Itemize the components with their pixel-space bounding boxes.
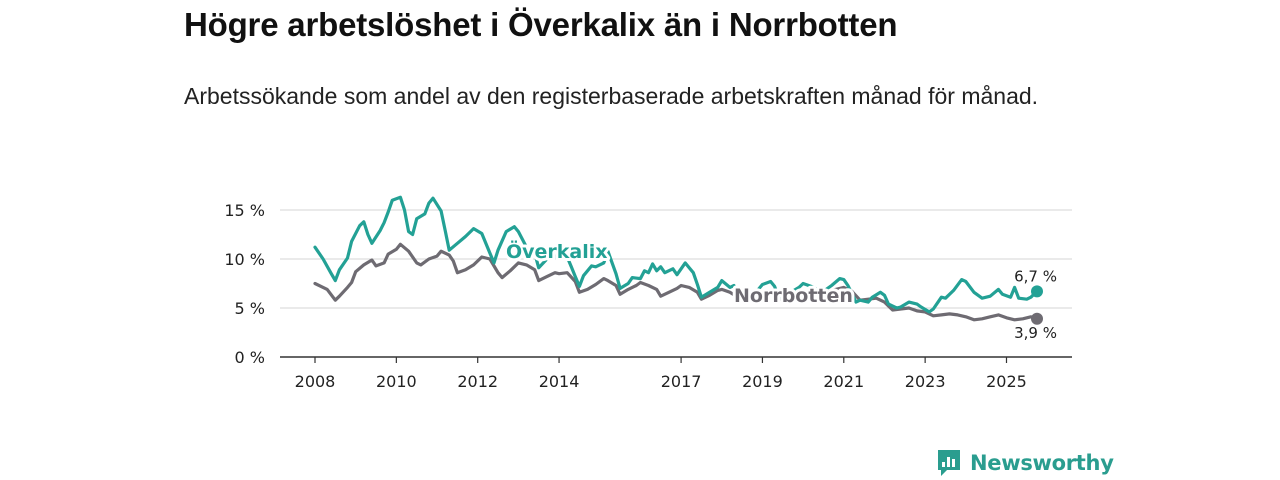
x-tick-label: 2025 xyxy=(986,372,1027,391)
x-tick-label: 2021 xyxy=(823,372,864,391)
end-label-norrbotten: 3,9 % xyxy=(1014,324,1057,342)
y-tick-label: 10 % xyxy=(224,250,265,269)
series-labels: Överkalix Norrbotten 6,7 % 3,9 % xyxy=(503,236,1057,342)
x-tick-label: 2023 xyxy=(905,372,946,391)
brand-name: Newsworthy xyxy=(970,451,1114,475)
x-tick-label: 2010 xyxy=(376,372,417,391)
newsworthy-logo: Newsworthy xyxy=(936,448,1114,478)
x-tick-label: 2014 xyxy=(539,372,580,391)
series-line-överkalix xyxy=(313,195,1039,314)
series-label-norrbotten: Norrbotten xyxy=(734,285,853,307)
x-axis: 2008 2010 2012 2014 2017 2019 2021 2023 2025 xyxy=(295,357,1027,391)
y-tick-label: 15 % xyxy=(224,201,265,220)
x-tick-label: 2019 xyxy=(742,372,783,391)
end-point-norrbotten xyxy=(1031,312,1043,325)
y-tick-label: 5 % xyxy=(235,299,265,318)
y-axis: 0 % 5 % 10 % 15 % xyxy=(224,201,265,367)
series-lines xyxy=(313,195,1043,325)
x-tick-label: 2017 xyxy=(661,372,702,391)
x-tick-label: 2008 xyxy=(295,372,336,391)
chart-subtitle: Arbetssökande som andel av den registerb… xyxy=(184,83,1039,109)
chart-title: Högre arbetslöshet i Överkalix än i Norr… xyxy=(184,6,898,43)
series-label-overkalix: Överkalix xyxy=(506,239,608,263)
x-tick-label: 2012 xyxy=(457,372,498,391)
bar-chart-icon xyxy=(938,450,960,476)
y-tick-label: 0 % xyxy=(235,348,265,367)
end-label-overkalix: 6,7 % xyxy=(1014,267,1057,285)
grid-lines xyxy=(280,209,1072,358)
end-point-överkalix xyxy=(1031,285,1043,298)
series-line-norrbotten xyxy=(313,242,1039,322)
